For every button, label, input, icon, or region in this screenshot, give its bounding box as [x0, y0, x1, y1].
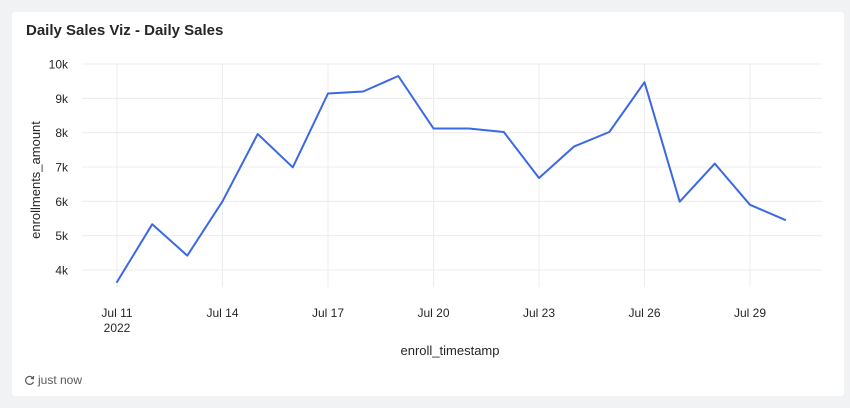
refresh-status[interactable]: just now [24, 373, 82, 387]
refresh-status-text: just now [38, 373, 83, 387]
chart-title: Daily Sales Viz - Daily Sales [26, 22, 224, 39]
refresh-icon[interactable] [24, 375, 35, 386]
chart-card: Daily Sales Viz - Daily Sales just now [12, 12, 844, 396]
